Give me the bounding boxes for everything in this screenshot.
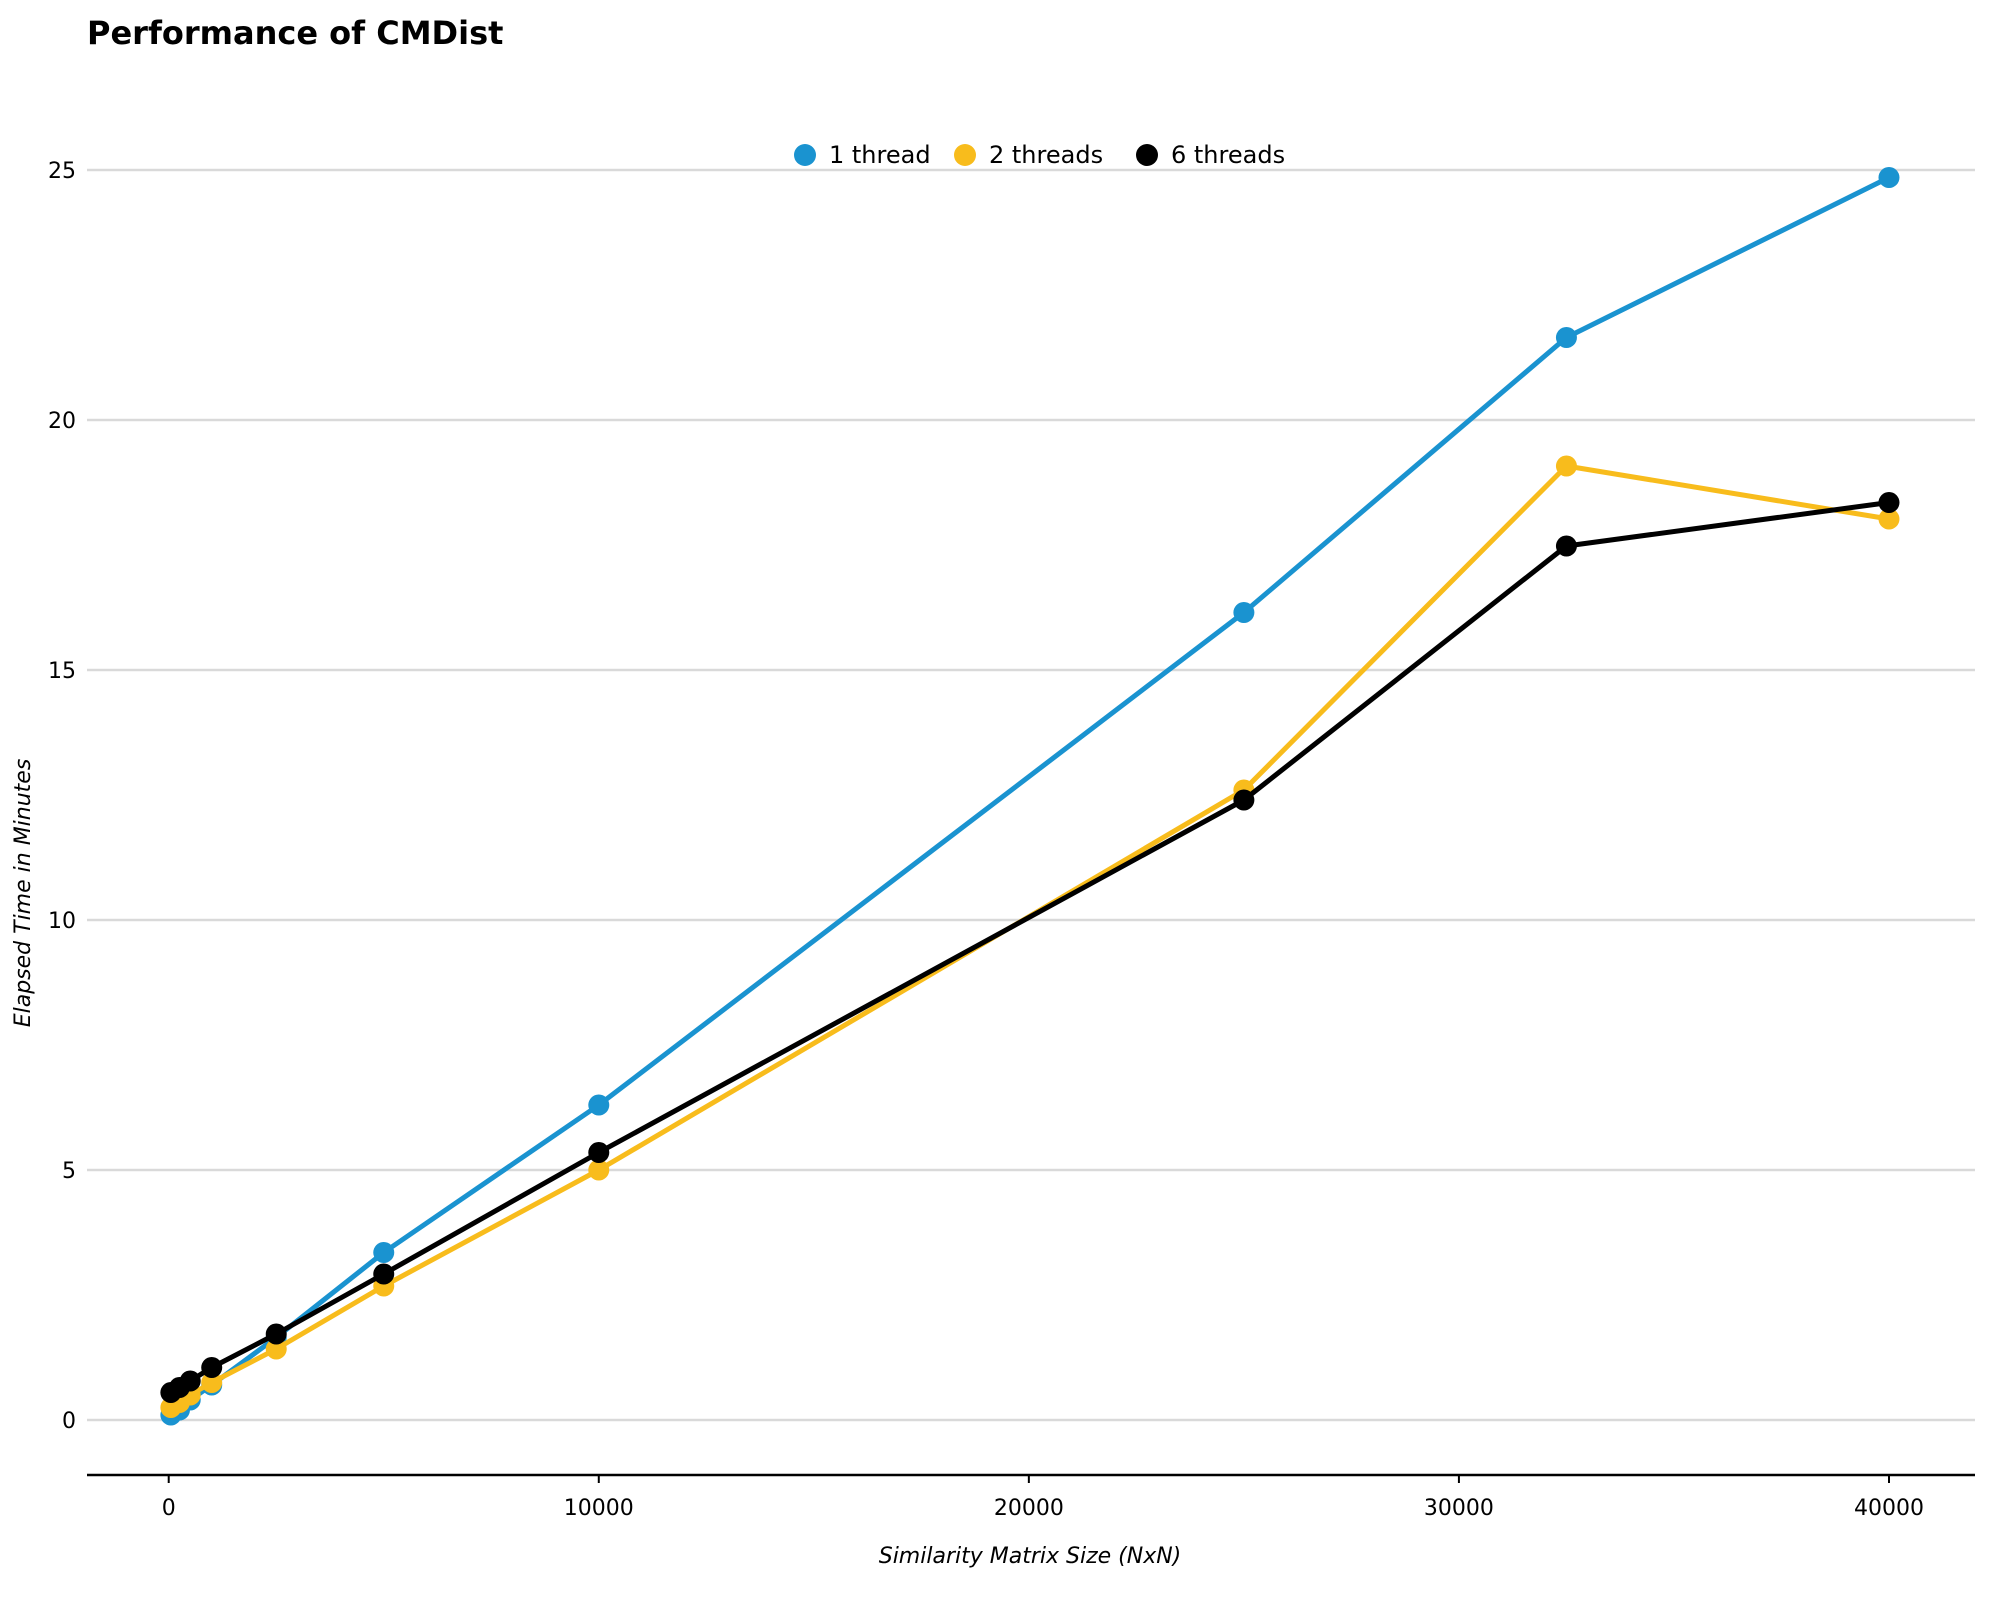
data-point <box>1878 492 1900 513</box>
x-tick-label: 10000 <box>564 1496 634 1521</box>
series-1 <box>160 167 1900 1426</box>
series-2 <box>160 455 1900 1418</box>
y-axis-label: Elapsed Time in Minutes <box>11 759 36 1028</box>
chart-title: Performance of CMDist <box>87 14 503 52</box>
data-point <box>1233 789 1255 811</box>
legend-label: 1 thread <box>829 141 931 169</box>
x-tick-label: 30000 <box>1424 1496 1494 1521</box>
legend-item: 1 thread <box>794 141 931 169</box>
data-point <box>265 1323 287 1345</box>
grid-lines <box>87 168 1975 1422</box>
series-line <box>169 463 1890 1410</box>
legend: 1 thread 2 threads 6 threads <box>794 141 1285 169</box>
data-point <box>588 1094 610 1116</box>
data-point <box>1555 535 1577 557</box>
data-point <box>201 1357 223 1378</box>
y-tick-labels: 0 5 10 15 20 25 <box>48 159 76 1434</box>
data-point <box>1878 167 1900 188</box>
data-point <box>265 1338 287 1360</box>
series-layer <box>160 167 1900 1426</box>
legend-item: 6 threads <box>1136 141 1285 169</box>
y-tick-label: 10 <box>48 909 76 934</box>
legend-item: 2 threads <box>954 141 1103 169</box>
x-tick-label: 20000 <box>994 1496 1064 1521</box>
legend-marker <box>954 144 976 166</box>
data-point <box>373 1242 395 1263</box>
x-tick-label: 40000 <box>1854 1496 1924 1521</box>
y-tick-label: 25 <box>48 159 76 184</box>
legend-label: 2 threads <box>989 141 1103 169</box>
legend-marker <box>1136 144 1158 166</box>
x-axis-label: Similarity Matrix Size (NxN) <box>879 1544 1182 1569</box>
data-point <box>373 1263 395 1285</box>
y-tick-label: 20 <box>48 409 76 434</box>
data-point <box>588 1142 610 1163</box>
data-point <box>179 1370 201 1392</box>
y-tick-label: 5 <box>62 1159 76 1184</box>
data-point <box>1555 455 1577 477</box>
data-point <box>588 1159 610 1181</box>
data-point <box>1233 602 1255 623</box>
data-point <box>1878 508 1900 530</box>
data-point <box>201 1372 223 1393</box>
legend-marker <box>794 144 816 166</box>
series-3 <box>160 492 1900 1403</box>
x-tick-labels: 0 10000 20000 30000 40000 <box>162 1475 1924 1521</box>
data-point <box>1555 327 1577 348</box>
legend-label: 6 threads <box>1171 141 1285 169</box>
series-line <box>169 175 1891 1418</box>
y-tick-label: 0 <box>62 1409 76 1434</box>
y-tick-label: 15 <box>48 659 76 684</box>
x-tick-label: 0 <box>162 1496 176 1521</box>
